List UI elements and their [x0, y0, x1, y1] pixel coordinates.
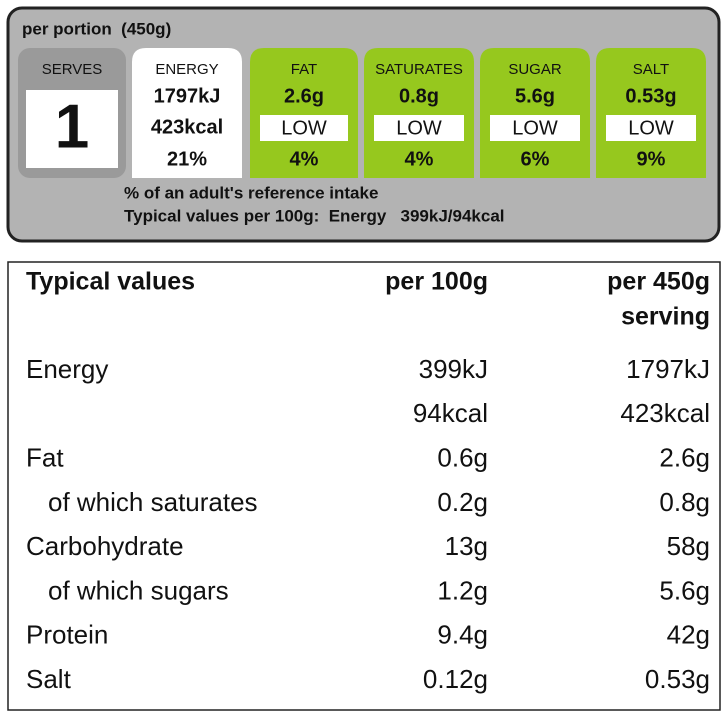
row-per100: 0.6g	[437, 442, 488, 472]
level-box	[260, 115, 348, 141]
tile	[250, 48, 358, 178]
table-frame	[7, 261, 721, 711]
row-serving: 42g	[667, 620, 710, 650]
tile	[480, 48, 590, 178]
level: LOW	[628, 117, 674, 139]
level: LOW	[396, 117, 442, 139]
header-per100: per 100g	[385, 268, 488, 296]
tile-name: SALT	[633, 61, 669, 78]
tile	[596, 48, 706, 178]
tile-value: 0.8g	[399, 85, 439, 107]
row-label: Salt	[26, 664, 72, 694]
note: % of an adult's reference intake	[124, 183, 378, 202]
row-serving: 58g	[667, 531, 710, 561]
row-per100: 94kcal	[413, 398, 488, 428]
row-per100: 13g	[445, 531, 488, 561]
header-serving: per 450g	[607, 268, 710, 296]
level-box	[374, 115, 464, 141]
row-label: Carbohydrate	[26, 531, 184, 561]
row-serving: 5.6g	[659, 575, 710, 605]
tile-value: 1797kJ	[154, 85, 221, 107]
row-serving: 423kcal	[620, 398, 710, 428]
serves-label: SERVES	[42, 61, 103, 78]
row-per100: 0.12g	[423, 664, 488, 694]
level-box	[606, 115, 696, 141]
row-label: of which saturates	[48, 487, 258, 517]
tile-value: 423kcal	[151, 116, 223, 138]
tile-value: 2.6g	[284, 85, 324, 107]
row-label: Fat	[26, 442, 64, 472]
tile-percent: 6%	[521, 148, 550, 170]
row-serving: 0.8g	[659, 487, 710, 517]
tile-percent: 4%	[290, 148, 319, 170]
tile	[364, 48, 474, 178]
row-serving: 0.53g	[645, 664, 710, 694]
row-serving: 1797kJ	[626, 354, 710, 384]
row-per100: 0.2g	[437, 487, 488, 517]
row-label: Protein	[26, 620, 108, 650]
row-per100: 9.4g	[437, 620, 488, 650]
serves-box	[26, 90, 118, 168]
serves-value: 1	[55, 92, 89, 161]
row-label: Energy	[26, 354, 108, 384]
tile-value: 5.6g	[515, 85, 555, 107]
level: LOW	[281, 117, 327, 139]
header-serving: serving	[621, 303, 710, 331]
tile-name: ENERGY	[155, 61, 218, 78]
tile-name: FAT	[291, 61, 317, 78]
row-label: of which sugars	[48, 575, 229, 605]
portion: per portion (450g)	[22, 19, 171, 38]
level: LOW	[512, 117, 558, 139]
tile-name: SUGAR	[508, 61, 562, 78]
row-per100: 1.2g	[437, 575, 488, 605]
row-serving: 2.6g	[659, 442, 710, 472]
row-per100: 399kJ	[419, 354, 488, 384]
tile	[132, 48, 242, 178]
typical: Typical values per 100g: Energy 399kJ/94…	[124, 206, 505, 225]
tile-value: 0.53g	[625, 85, 676, 107]
tile-name: SATURATES	[375, 61, 463, 78]
level-box	[490, 115, 580, 141]
tile-percent: 9%	[637, 148, 666, 170]
header-label: Typical values	[26, 268, 195, 296]
tile-percent: 4%	[405, 148, 434, 170]
tile-percent: 21%	[167, 148, 207, 170]
